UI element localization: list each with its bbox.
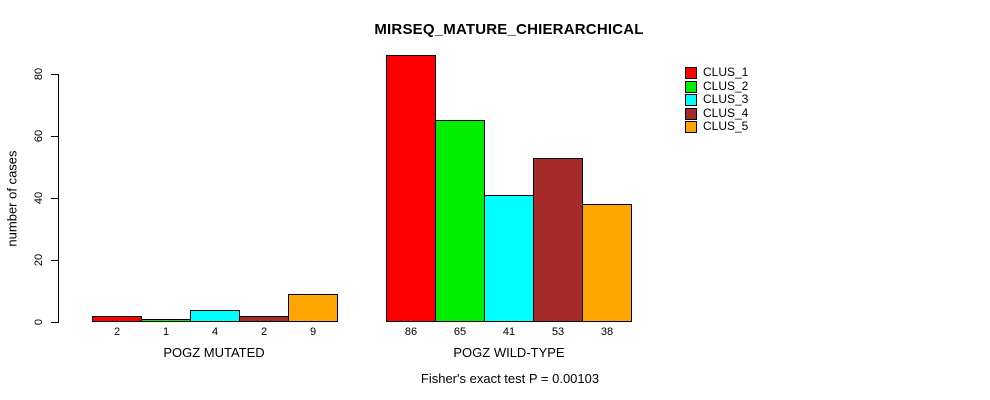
legend-label: CLUS_4 [703,105,749,120]
bar-value-label: 1 [162,326,170,338]
y-tick-label: 80 [33,67,45,81]
y-tick-mark [51,198,58,199]
y-tick-label: 60 [33,129,45,143]
chart-title: MIRSEQ_MATURE_CHIERARCHICAL [374,21,644,38]
legend-label: CLUS_3 [703,92,749,106]
legend-swatch [685,67,697,79]
bar-value-label: 65 [453,326,467,338]
bar-clus_1 [92,316,142,322]
legend-swatch [685,80,697,93]
y-tick-mark [51,136,58,137]
bar-value-label: 86 [404,326,418,338]
bar-clus_3 [190,310,240,322]
bar-value-label: 2 [260,326,268,338]
bar-value-label: 4 [211,326,219,338]
y-tick-mark [51,322,58,323]
y-axis-label: number of cases [4,150,20,247]
group-label: POGZ MUTATED [163,345,265,360]
legend-swatch [685,121,697,133]
legend-swatch [685,94,697,106]
bar-value-label: 38 [600,326,614,338]
legend-label: CLUS_1 [703,65,749,79]
legend-swatch [685,107,697,120]
bar-value-label: 53 [551,326,565,338]
bar-clus_3 [484,195,534,322]
y-tick-mark [51,74,58,75]
caption: Fisher's exact test P = 0.00103 [420,371,600,386]
bar-clus_1 [386,55,436,322]
bar-value-label: 2 [113,326,121,338]
bar-value-label: 9 [309,326,317,338]
bar-clus_2 [141,319,191,322]
bar-value-label: 41 [502,326,516,338]
y-axis-line [58,74,59,323]
y-tick-mark [51,260,58,261]
bar-clus_5 [582,204,632,322]
bar-clus_5 [288,294,338,322]
group-label: POGZ WILD-TYPE [453,345,565,360]
legend-label: CLUS_5 [703,119,749,133]
bar-clus_4 [239,316,289,322]
y-tick-label: 40 [33,191,45,205]
bar-clus_4 [533,158,583,322]
legend-label: CLUS_2 [703,78,749,93]
y-tick-label: 0 [33,318,45,326]
bar-clus_2 [435,120,485,322]
y-tick-label: 20 [33,253,45,267]
